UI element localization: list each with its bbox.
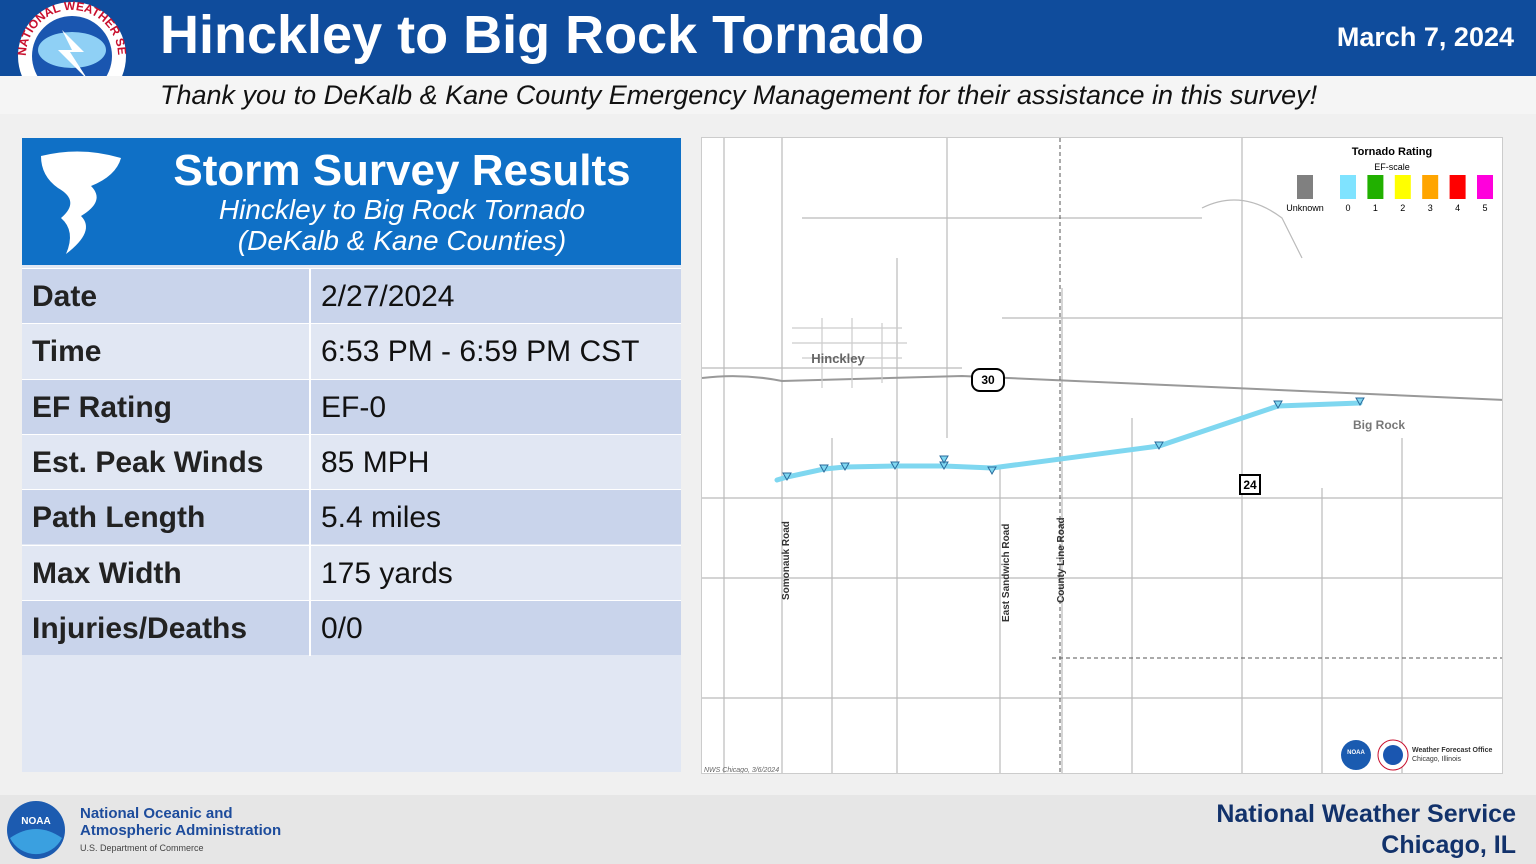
header-bar xyxy=(0,0,1536,76)
row-label: Max Width xyxy=(22,545,311,601)
survey-panel: Storm Survey Results Hinckley to Big Roc… xyxy=(22,138,681,772)
legend-swatch xyxy=(1394,175,1411,199)
place-label: Big Rock xyxy=(1353,418,1405,432)
agency-name: Atmospheric Administration xyxy=(80,822,282,839)
table-row: Path Length 5.4 miles xyxy=(22,489,681,546)
table-row: EF Rating EF-0 xyxy=(22,378,681,435)
footer: NOAA National Oceanic and Atmospheric Ad… xyxy=(0,795,1536,864)
row-value: 85 MPH xyxy=(321,445,430,479)
legend-label: 1 xyxy=(1373,203,1378,213)
noaa-badge: NOAA xyxy=(1347,750,1365,756)
row-value: EF-0 xyxy=(321,390,387,424)
agency-name: National Oceanic and xyxy=(80,805,233,822)
wfo-label: Chicago, Illinois xyxy=(1412,756,1462,763)
legend-scale: EF-scale xyxy=(1374,162,1410,172)
legend-label: 4 xyxy=(1455,203,1460,213)
panel-counties: (DeKalb & Kane Counties) xyxy=(237,225,567,256)
panel-title: Storm Survey Results xyxy=(173,146,631,195)
row-value: 2/27/2024 xyxy=(321,280,455,313)
noaa-logo: NOAA xyxy=(7,801,65,859)
row-value: 6:53 PM - 6:59 PM CST xyxy=(321,335,640,369)
road-label: Somonauk Road xyxy=(781,521,792,600)
department: U.S. Department of Commerce xyxy=(80,843,204,853)
noaa-badge: NOAA xyxy=(21,816,50,827)
row-label: Est. Peak Winds xyxy=(22,434,311,490)
table-row: Time 6:53 PM - 6:59 PM CST xyxy=(22,323,681,380)
row-value: 0/0 xyxy=(321,611,363,645)
legend: Tornado Rating EF-scale Unknown 0 1 2 3 4 5 xyxy=(1286,146,1493,213)
tornado-icon xyxy=(41,151,121,254)
thanks: Thank you to DeKalb & Kane County Emerge… xyxy=(160,80,1318,110)
legend-label: 3 xyxy=(1428,203,1433,213)
panel-subtitle: Hinckley to Big Rock Tornado xyxy=(218,194,586,225)
route-label: 24 xyxy=(1243,478,1257,492)
row-label: Time xyxy=(22,324,311,380)
route-label: 30 xyxy=(981,373,995,387)
title: Hinckley to Big Rock Tornado xyxy=(160,5,925,65)
row-label: Injuries/Deaths xyxy=(22,600,311,656)
thanks-bar xyxy=(0,76,1536,114)
table-row: Est. Peak Winds 85 MPH xyxy=(22,433,681,490)
legend-swatch xyxy=(1340,175,1356,199)
row-value: 5.4 miles xyxy=(321,501,442,535)
row-label: EF Rating xyxy=(22,379,311,435)
legend-label: 0 xyxy=(1345,203,1350,213)
table-row: Max Width 175 yards xyxy=(22,544,681,601)
legend-swatch xyxy=(1297,175,1313,199)
road-label: County Line Road xyxy=(1056,517,1067,603)
legend-swatch xyxy=(1367,175,1384,199)
date: March 7, 2024 xyxy=(1336,22,1514,52)
road-label: East Sandwich Road xyxy=(1001,524,1012,622)
office-name: National Weather Service xyxy=(1216,800,1516,828)
table-row: Injuries/Deaths 0/0 xyxy=(22,599,681,656)
legend-label: 2 xyxy=(1400,203,1405,213)
map: Hinckley Big Rock 30 24 Somonauk Road Ea… xyxy=(701,137,1503,774)
row-label: Date xyxy=(22,269,311,324)
legend-swatch xyxy=(1449,175,1466,199)
place-label: Hinckley xyxy=(811,351,865,366)
office-city: Chicago, IL xyxy=(1381,831,1516,859)
map-credit: NWS Chicago, 3/6/2024 xyxy=(704,767,779,774)
legend-label: 5 xyxy=(1482,203,1487,213)
legend-swatch xyxy=(1422,175,1439,199)
legend-swatch xyxy=(1477,175,1493,199)
legend-title: Tornado Rating xyxy=(1352,146,1432,158)
table-row: Date 2/27/2024 xyxy=(22,268,681,324)
wfo-label: Weather Forecast Office xyxy=(1412,747,1493,754)
legend-label: Unknown xyxy=(1286,203,1324,213)
row-label: Path Length xyxy=(22,490,311,546)
row-value: 175 yards xyxy=(321,556,453,590)
panel-header: Storm Survey Results Hinckley to Big Roc… xyxy=(22,138,681,265)
